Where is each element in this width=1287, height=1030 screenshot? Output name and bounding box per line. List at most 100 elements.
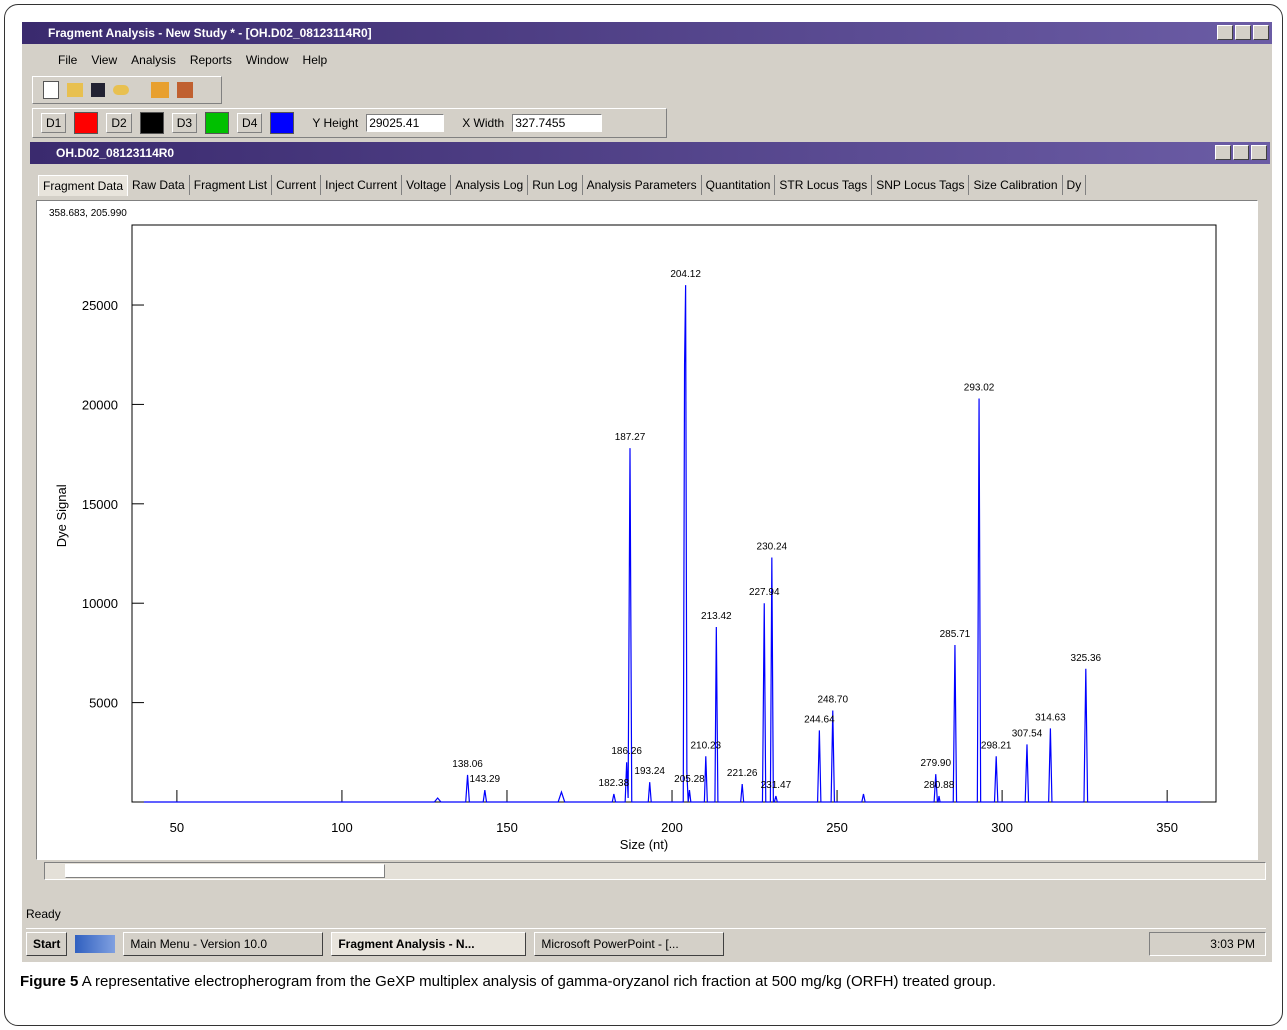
- peak-label: 182.38: [599, 778, 630, 789]
- peak-label: 248.70: [817, 695, 848, 706]
- peak-label: 230.24: [757, 541, 788, 552]
- tab[interactable]: STR Locus Tags: [775, 175, 873, 195]
- tab[interactable]: SNP Locus Tags: [872, 175, 970, 195]
- scroll-thumb[interactable]: [65, 864, 385, 878]
- y-tick-label: 5000: [89, 696, 118, 711]
- menu-item[interactable]: Reports: [189, 53, 232, 67]
- peak-label: 138.06: [452, 759, 483, 770]
- y-tick-label: 10000: [82, 596, 118, 611]
- chart-panel: [36, 200, 1258, 860]
- detector-color[interactable]: [139, 112, 164, 134]
- title-bar: Fragment Analysis - New Study * - [OH.D0…: [22, 22, 1272, 44]
- x-width-input[interactable]: 327.7455: [512, 114, 603, 132]
- new-icon[interactable]: [43, 81, 59, 99]
- y-tick-label: 15000: [82, 497, 118, 512]
- tab[interactable]: Voltage: [402, 175, 452, 195]
- status-text: Ready: [26, 907, 61, 921]
- document-buttons[interactable]: [1215, 145, 1267, 160]
- x-tick-label: 150: [496, 820, 518, 835]
- menu-item[interactable]: Window: [245, 53, 289, 67]
- save-icon[interactable]: [91, 83, 105, 97]
- tab[interactable]: Fragment List: [190, 175, 273, 195]
- detector-label[interactable]: D1: [41, 113, 67, 133]
- tool-icon[interactable]: [113, 85, 129, 95]
- menu-item[interactable]: File: [58, 53, 78, 67]
- trace: [143, 285, 1201, 803]
- document-title: OH.D02_08123114R0: [56, 146, 175, 160]
- y-tick-label: 20000: [82, 397, 118, 412]
- tab[interactable]: Inject Current: [321, 175, 403, 195]
- peak-label: 280.88: [924, 780, 955, 791]
- menu-item[interactable]: Help: [302, 53, 328, 67]
- tab[interactable]: Raw Data: [128, 175, 190, 195]
- y-axis-label: Dye Signal: [54, 484, 69, 547]
- detector-toolbar: D1 D2 D3 D4 Y Height 29025.41 X Width 327.7455: [32, 108, 667, 138]
- figure-frame: [4, 4, 1283, 1026]
- detector-label[interactable]: D2: [106, 113, 132, 133]
- x-tick-label: 300: [991, 820, 1013, 835]
- tab[interactable]: Dy: [1063, 175, 1087, 195]
- detector-color[interactable]: [205, 112, 230, 134]
- peak-label: 227.94: [749, 587, 780, 598]
- peak-label: 325.36: [1071, 653, 1102, 664]
- tab[interactable]: Current: [272, 175, 322, 195]
- task-button[interactable]: Fragment Analysis - N...: [331, 931, 527, 956]
- task-button[interactable]: Microsoft PowerPoint - [...: [534, 931, 725, 956]
- tab[interactable]: Size Calibration: [969, 175, 1063, 195]
- status-bar: Ready: [26, 907, 61, 923]
- menu-item[interactable]: View: [91, 53, 118, 67]
- x-tick-label: 100: [331, 820, 353, 835]
- open-icon[interactable]: [67, 83, 83, 97]
- x-axis-label: Size (nt): [620, 837, 668, 852]
- peak-label: 193.24: [634, 766, 665, 777]
- menu-item[interactable]: Analysis: [131, 53, 176, 67]
- y-height-label: Y Height: [312, 116, 359, 130]
- detector-label[interactable]: D4: [237, 113, 263, 133]
- peak-label: 231.47: [761, 780, 792, 791]
- peak-label: 307.54: [1012, 728, 1043, 739]
- peak-label: 285.71: [940, 629, 971, 640]
- tab-strip: Fragment Data Raw Data Fragment List Curren…: [38, 173, 1256, 197]
- detector-color[interactable]: [270, 112, 295, 134]
- detector-color[interactable]: [74, 112, 99, 134]
- tab[interactable]: Quantitation: [702, 175, 776, 195]
- window-title: Fragment Analysis - New Study * - [OH.D0…: [48, 26, 372, 40]
- document-title-bar: OH.D02_08123114R0: [30, 142, 1270, 164]
- peak-label: 279.90: [920, 758, 951, 769]
- tool-icon[interactable]: [177, 82, 193, 98]
- peak-label: 298.21: [981, 740, 1012, 751]
- peak-label: 186.26: [611, 746, 642, 757]
- peak-label: 204.12: [670, 269, 701, 280]
- y-tick-label: 25000: [82, 298, 118, 313]
- x-tick-label: 200: [661, 820, 683, 835]
- tool-icon[interactable]: [151, 82, 169, 98]
- y-height-input[interactable]: 29025.41: [366, 114, 445, 132]
- start-button[interactable]: Start: [26, 931, 68, 956]
- tab[interactable]: Analysis Log: [451, 175, 529, 195]
- quick-launch[interactable]: [75, 934, 116, 953]
- peak-label: 143.29: [470, 774, 501, 785]
- tab[interactable]: Run Log: [528, 175, 583, 195]
- chart: 358.683, 205.990 Size (nt) Dye Signal 50 100…: [49, 208, 1217, 852]
- detector-label[interactable]: D3: [171, 113, 198, 133]
- peak-label: 314.63: [1035, 712, 1066, 723]
- x-tick-label: 350: [1156, 820, 1178, 835]
- clock: 3:03 PM: [1149, 931, 1266, 956]
- task-button[interactable]: Main Menu - Version 10.0: [123, 931, 324, 956]
- menu-bar: File View Analysis Reports Window Help: [58, 48, 327, 72]
- cursor-readout: 358.683, 205.990: [49, 208, 127, 219]
- caption-label: Figure 5: [20, 973, 79, 990]
- tab[interactable]: Analysis Parameters: [583, 175, 702, 195]
- peak-label: 221.26: [727, 768, 758, 779]
- tab[interactable]: Fragment Data: [38, 174, 129, 196]
- peak-label: 187.27: [615, 432, 646, 443]
- caption: Figure 5 A representative electropherogr…: [20, 970, 1270, 994]
- x-tick-label: 250: [826, 820, 848, 835]
- peak-label: 293.02: [964, 382, 995, 393]
- peak-label: 244.64: [804, 714, 835, 725]
- window-buttons[interactable]: [1217, 25, 1269, 40]
- x-tick-label: 50: [170, 820, 184, 835]
- toolbar: [32, 76, 222, 104]
- scrollbar[interactable]: [44, 862, 1266, 880]
